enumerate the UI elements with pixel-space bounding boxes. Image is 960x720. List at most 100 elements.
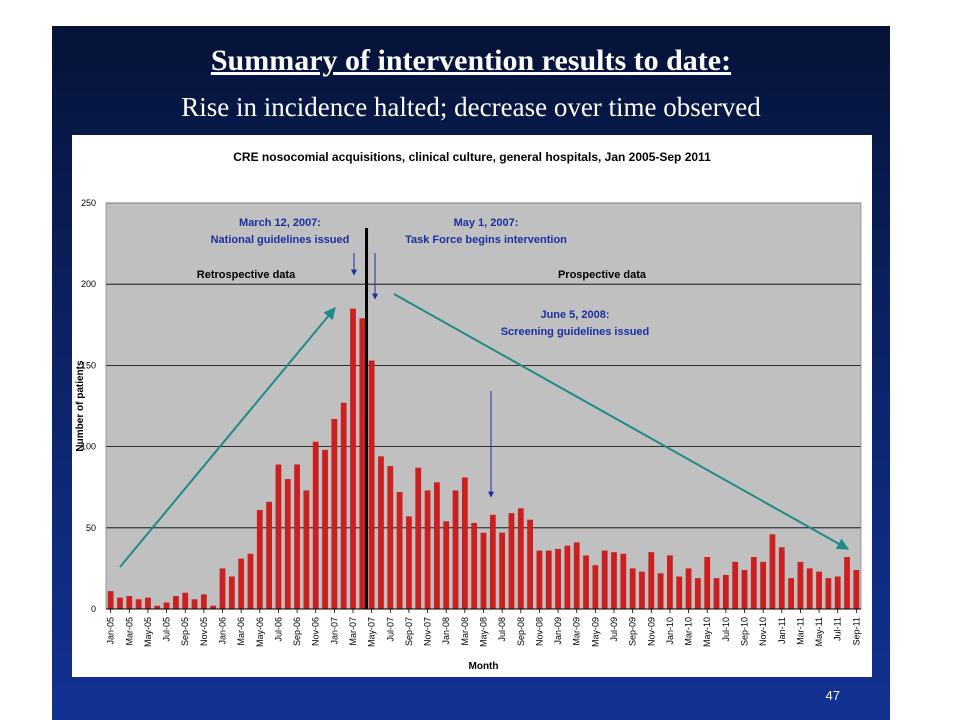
bar [545, 550, 552, 609]
chart-svg: CRE nosocomial acquisitions, clinical cu… [72, 135, 872, 677]
bar [359, 318, 366, 609]
bar [443, 521, 450, 609]
x-tick-label: Mar-08 [460, 617, 470, 646]
y-axis-label: Number of patients [75, 360, 86, 452]
bar [396, 492, 403, 609]
bar [555, 548, 561, 609]
bar [657, 573, 664, 609]
trend-decline-arrow [393, 293, 850, 550]
x-tick-label: May-08 [479, 617, 489, 647]
bar [452, 490, 459, 609]
bar [266, 501, 273, 609]
bar [844, 557, 850, 609]
bar [284, 479, 291, 609]
x-tick-label: Sep-10 [739, 617, 749, 646]
x-tick-label: Mar-10 [684, 617, 694, 646]
bar [173, 596, 179, 609]
bar [461, 477, 468, 609]
bar [117, 597, 123, 609]
bar [611, 552, 617, 609]
bar [415, 467, 422, 609]
y-tick-label: 200 [81, 279, 96, 289]
bar [154, 605, 161, 609]
x-tick-label: May-06 [255, 617, 265, 647]
x-tick-label: Sep-05 [180, 617, 190, 646]
x-tick-label: Jan-07 [329, 617, 339, 645]
bar [331, 418, 338, 609]
y-tick-label: 100 [81, 442, 96, 452]
bar [489, 514, 496, 609]
prospective-label: Prospective data [558, 269, 647, 281]
bar [256, 509, 263, 609]
x-tick-label: Nov-06 [311, 617, 321, 646]
bar [471, 522, 478, 609]
bar [685, 568, 692, 609]
event3-label-line1: June 5, 2008: [540, 309, 609, 321]
bar [508, 513, 515, 609]
bar [350, 308, 356, 609]
bar [769, 534, 776, 609]
bar [704, 557, 711, 609]
x-tick-label: May-07 [367, 617, 377, 647]
x-tick-label: Jul-07 [385, 617, 395, 642]
bar [322, 449, 328, 609]
x-tick-label: Jan-11 [777, 617, 787, 644]
slide-subtitle: Rise in incidence halted; decrease over … [181, 92, 761, 122]
bar [816, 571, 822, 609]
x-tick-label: Mar-11 [795, 617, 805, 645]
x-tick-label: May-10 [702, 617, 712, 647]
bar [806, 568, 813, 609]
x-tick-label: Nov-09 [646, 617, 656, 646]
bar [527, 519, 533, 609]
bar [750, 557, 757, 609]
x-tick-label: Sep-07 [404, 617, 414, 646]
bar [406, 516, 412, 609]
bar [667, 555, 673, 609]
x-tick-label: Mar-09 [572, 617, 582, 646]
bar [191, 599, 198, 609]
x-tick-label: Mar-07 [348, 617, 358, 646]
bar [778, 547, 785, 609]
bar [629, 568, 636, 609]
x-tick-label: Sep-09 [628, 617, 638, 646]
bar [853, 570, 860, 609]
x-tick-label: Jan-08 [441, 617, 451, 645]
bar [247, 553, 254, 609]
bar [312, 441, 319, 609]
bar [294, 464, 300, 609]
event3-label-line2: Screening guidelines issued [501, 326, 650, 338]
x-tick-label: Sep-08 [516, 617, 526, 646]
x-tick-label: May-11 [814, 617, 824, 646]
bar [387, 466, 394, 609]
bar [592, 565, 599, 609]
chart-title: CRE nosocomial acquisitions, clinical cu… [233, 150, 711, 164]
bar [797, 561, 804, 609]
x-tick-label: Nov-10 [758, 617, 768, 646]
bar [713, 578, 720, 609]
bar [564, 545, 571, 609]
bar [340, 402, 347, 609]
bar [639, 571, 645, 609]
x-tick-label: Jul-06 [273, 617, 283, 642]
bar [676, 576, 683, 609]
bar [760, 561, 767, 609]
event1-label-line2: National guidelines issued [211, 234, 350, 246]
x-axis-label: Month [469, 661, 499, 672]
bar [732, 561, 739, 609]
x-tick-label: Jul-05 [162, 617, 172, 642]
bar [200, 594, 207, 609]
bar [788, 578, 794, 609]
x-tick-label: Jul-11 [833, 617, 843, 641]
bar [694, 578, 701, 609]
bar [210, 605, 217, 609]
bar [107, 591, 114, 609]
x-tick-label: Sep-11 [851, 617, 861, 645]
x-tick-label: Nov-08 [534, 617, 544, 646]
x-tick-label: Mar-05 [124, 617, 134, 646]
x-tick-label: Sep-06 [292, 617, 302, 646]
bar [536, 550, 543, 609]
slide-title: Summary of intervention results to date: [210, 44, 732, 77]
bar [573, 542, 580, 609]
x-tick-label: Jul-09 [609, 617, 619, 642]
bar [238, 558, 245, 609]
